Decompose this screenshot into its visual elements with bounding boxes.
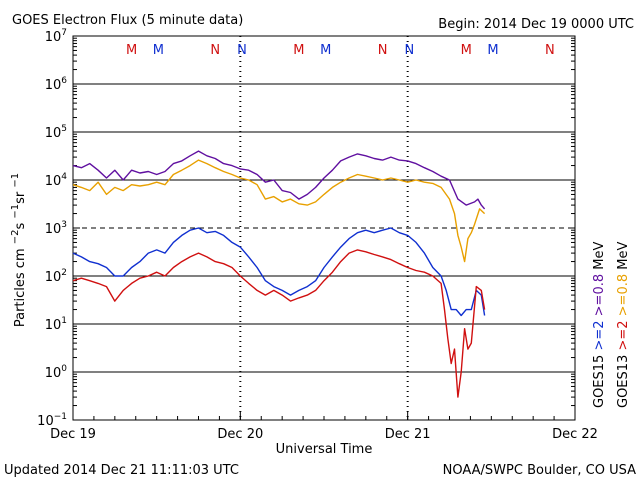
begin-time: Begin: 2014 Dec 19 0000 UTC bbox=[438, 17, 634, 32]
mn-marker: M bbox=[126, 43, 137, 58]
series-line bbox=[72, 150, 486, 210]
series-line bbox=[72, 227, 486, 317]
legend-column: GOES13 >=2 >=0.8 MeV bbox=[616, 242, 631, 408]
y-tick-label: 100 bbox=[45, 364, 68, 381]
x-tick-label: Dec 22 bbox=[552, 427, 598, 442]
grid-lines bbox=[73, 83, 575, 373]
y-tick-label: 102 bbox=[45, 268, 67, 285]
day-separators bbox=[239, 36, 409, 420]
y-tick-label: 107 bbox=[45, 28, 67, 45]
chart-title: GOES Electron Flux (5 minute data) bbox=[12, 13, 243, 28]
data-series bbox=[72, 150, 486, 398]
y-tick-label: 101 bbox=[45, 316, 67, 333]
x-tick-label: Dec 21 bbox=[385, 427, 431, 442]
mn-marker: M bbox=[153, 43, 164, 58]
series-line bbox=[72, 249, 486, 398]
x-axis-label: Universal Time bbox=[276, 442, 373, 457]
legend-entry: >=2 bbox=[616, 320, 631, 354]
mn-marker: M bbox=[487, 43, 498, 58]
y-axis-label: Particles cm −2s −1sr −1 bbox=[10, 173, 28, 327]
updated-time: Updated 2014 Dec 21 11:11:03 UTC bbox=[4, 463, 239, 478]
y-tick-label: 103 bbox=[45, 220, 67, 237]
mn-marker: N bbox=[404, 43, 414, 58]
legend-entry: MeV bbox=[592, 242, 607, 274]
legend-column: GOES15 >=2 >=0.8 MeV bbox=[592, 242, 607, 408]
legend-entry: GOES13 bbox=[616, 355, 631, 408]
mn-marker: N bbox=[378, 43, 388, 58]
x-tick-label: Dec 20 bbox=[217, 427, 263, 442]
y-axis-ticks: 107 106 105 104 103 102 101 100 10−1 bbox=[37, 28, 575, 429]
legend-entry: GOES15 bbox=[592, 355, 607, 408]
x-axis-ticks: Dec 19 Dec 20 Dec 21 Dec 22 bbox=[50, 412, 598, 442]
mn-marker: N bbox=[545, 43, 555, 58]
mn-marker: N bbox=[237, 43, 247, 58]
legend-entry: >=0.8 bbox=[616, 274, 631, 321]
credit-text: NOAA/SWPC Boulder, CO USA bbox=[443, 463, 636, 478]
y-tick-label: 104 bbox=[45, 172, 68, 189]
legend-entry: MeV bbox=[616, 242, 631, 274]
mn-marker: M bbox=[293, 43, 304, 58]
x-tick-label: Dec 19 bbox=[50, 427, 96, 442]
y-tick-label: 10−1 bbox=[37, 412, 67, 429]
y-tick-label: 106 bbox=[45, 76, 68, 93]
series-line bbox=[72, 159, 486, 263]
mn-marker: M bbox=[461, 43, 472, 58]
legend-entry: >=2 bbox=[592, 320, 607, 354]
mn-marker: M bbox=[320, 43, 331, 58]
legend-entry: >=0.8 bbox=[592, 274, 607, 321]
mn-marker: N bbox=[210, 43, 220, 58]
y-tick-label: 105 bbox=[45, 124, 67, 141]
